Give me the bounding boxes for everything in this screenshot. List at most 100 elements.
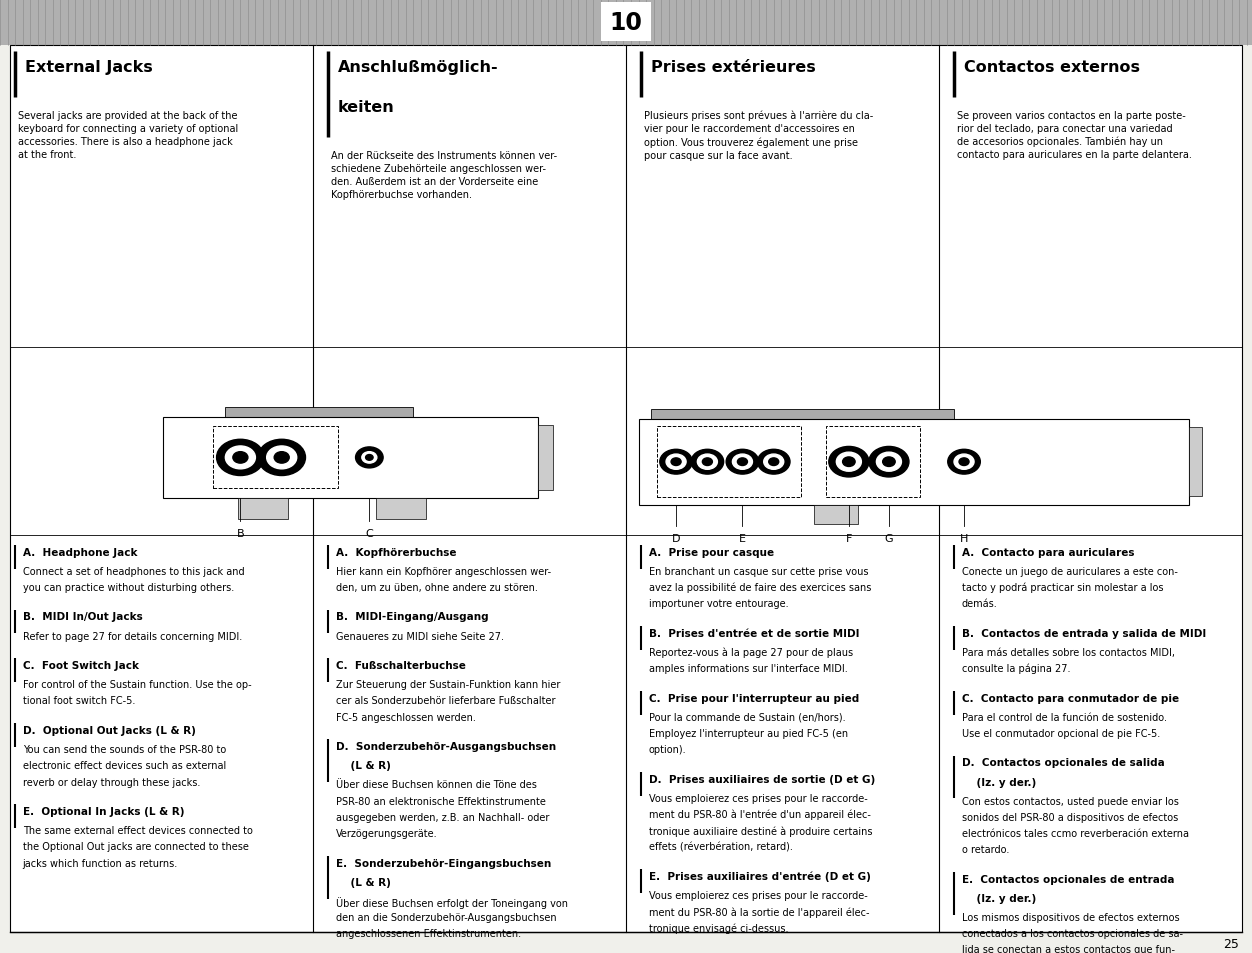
Text: ment du PSR-80 à l'entrée d'un appareil élec-: ment du PSR-80 à l'entrée d'un appareil … <box>649 809 870 820</box>
Text: (Iz. y der.): (Iz. y der.) <box>962 893 1035 902</box>
Text: B.  Prises d'entrée et de sortie MIDI: B. Prises d'entrée et de sortie MIDI <box>649 628 859 638</box>
Text: conectados a los contactos opcionales de sa-: conectados a los contactos opcionales de… <box>962 928 1183 938</box>
Text: amples informations sur l'interface MIDI.: amples informations sur l'interface MIDI… <box>649 663 848 673</box>
Text: A.  Headphone Jack: A. Headphone Jack <box>23 547 136 557</box>
Text: Über diese Buchsen können die Töne des: Über diese Buchsen können die Töne des <box>336 780 536 789</box>
Text: demás.: demás. <box>962 598 998 608</box>
Circle shape <box>702 458 712 466</box>
Text: A.  Prise pour casque: A. Prise pour casque <box>649 547 774 557</box>
Text: Refer to page 27 for details concerning MIDI.: Refer to page 27 for details concerning … <box>23 631 242 640</box>
Text: Anschlußmöglich-: Anschlußmöglich- <box>338 60 498 75</box>
Text: tronique auxiliaire destiné à produire certains: tronique auxiliaire destiné à produire c… <box>649 825 873 836</box>
Circle shape <box>829 447 869 477</box>
Text: A.  Kopfhörerbuchse: A. Kopfhörerbuchse <box>336 547 456 557</box>
Bar <box>538 425 553 490</box>
Text: electronic effect devices such as external: electronic effect devices such as extern… <box>23 760 225 770</box>
Text: An der Rückseite des Instruments können ver-
schiedene Zubehörteile angeschlosse: An der Rückseite des Instruments können … <box>331 151 557 199</box>
Text: electrónicos tales ccmo reverberación externa: electrónicos tales ccmo reverberación ex… <box>962 828 1188 838</box>
Text: E.  Sonderzubehör-Eingangsbuchsen: E. Sonderzubehör-Eingangsbuchsen <box>336 858 551 867</box>
Text: cer als Sonderzubehör lieferbare Fußschalter: cer als Sonderzubehör lieferbare Fußscha… <box>336 696 555 705</box>
Circle shape <box>769 458 779 466</box>
Circle shape <box>883 457 895 467</box>
Circle shape <box>217 439 264 476</box>
Bar <box>814 505 858 524</box>
Text: Über diese Buchsen erfolgt der Toneingang von: Über diese Buchsen erfolgt der Toneingan… <box>336 896 567 907</box>
Circle shape <box>267 446 297 469</box>
Text: The same external effect devices connected to: The same external effect devices connect… <box>23 825 253 835</box>
Text: avez la possibilité de faire des exercices sans: avez la possibilité de faire des exercic… <box>649 582 871 593</box>
Bar <box>213 427 338 489</box>
Text: Conecte un juego de auriculares a este con-: Conecte un juego de auriculares a este c… <box>962 566 1177 576</box>
Text: E: E <box>739 534 746 543</box>
Text: keiten: keiten <box>338 100 394 115</box>
Bar <box>238 498 288 519</box>
Circle shape <box>362 452 377 463</box>
Bar <box>639 419 1189 505</box>
Text: angeschlossenen Effektinstrumenten.: angeschlossenen Effektinstrumenten. <box>336 928 521 938</box>
Text: Reportez-vous à la page 27 pour de plaus: Reportez-vous à la page 27 pour de plaus <box>649 647 853 658</box>
Text: Plusieurs prises sont prévues à l'arrière du cla-
vier pour le raccordement d'ac: Plusieurs prises sont prévues à l'arrièr… <box>644 111 873 161</box>
Text: Con estos contactos, usted puede enviar los: Con estos contactos, usted puede enviar … <box>962 796 1178 805</box>
Text: Verzögerungsgeräte.: Verzögerungsgeräte. <box>336 828 437 838</box>
Text: Prises extérieures: Prises extérieures <box>651 60 816 75</box>
Text: C: C <box>366 529 373 538</box>
Text: Hier kann ein Kopfhörer angeschlossen wer-: Hier kann ein Kopfhörer angeschlossen we… <box>336 566 551 576</box>
Text: A.  Contacto para auriculares: A. Contacto para auriculares <box>962 547 1134 557</box>
Circle shape <box>691 450 724 475</box>
Circle shape <box>959 458 969 466</box>
Text: F: F <box>845 534 853 543</box>
Text: C.  Foot Switch Jack: C. Foot Switch Jack <box>23 660 139 670</box>
Bar <box>376 498 426 519</box>
Text: Several jacks are provided at the back of the
keyboard for connecting a variety : Several jacks are provided at the back o… <box>18 111 238 159</box>
Text: D.  Optional Out Jacks (L & R): D. Optional Out Jacks (L & R) <box>23 725 195 735</box>
Text: E.  Prises auxiliaires d'entrée (D et G): E. Prises auxiliaires d'entrée (D et G) <box>649 871 870 882</box>
Circle shape <box>876 453 901 472</box>
Circle shape <box>258 439 305 476</box>
Circle shape <box>671 458 681 466</box>
Text: D.  Contactos opcionales de salida: D. Contactos opcionales de salida <box>962 758 1164 767</box>
Circle shape <box>666 455 686 470</box>
Circle shape <box>843 457 855 467</box>
Text: den, um zu üben, ohne andere zu stören.: den, um zu üben, ohne andere zu stören. <box>336 582 537 592</box>
Text: Para el control de la función de sostenido.: Para el control de la función de sosteni… <box>962 712 1167 721</box>
Text: Use el conmutador opcional de pie FC-5.: Use el conmutador opcional de pie FC-5. <box>962 728 1159 738</box>
Circle shape <box>764 455 784 470</box>
Text: Pour la commande de Sustain (en/hors).: Pour la commande de Sustain (en/hors). <box>649 712 845 721</box>
Text: PSR-80 an elektronische Effektinstrumente: PSR-80 an elektronische Effektinstrument… <box>336 796 546 805</box>
Circle shape <box>948 450 980 475</box>
Text: Vous emploierez ces prises pour le raccorde-: Vous emploierez ces prises pour le racco… <box>649 793 868 802</box>
Circle shape <box>660 450 692 475</box>
Circle shape <box>869 447 909 477</box>
Text: tacto y podrá practicar sin molestar a los: tacto y podrá practicar sin molestar a l… <box>962 582 1163 593</box>
Text: H: H <box>960 534 968 543</box>
Bar <box>0 0 1252 46</box>
Bar <box>651 410 954 419</box>
Text: Los mismos dispositivos de efectos externos: Los mismos dispositivos de efectos exter… <box>962 912 1179 922</box>
Text: 25: 25 <box>1223 937 1239 950</box>
Text: ment du PSR-80 à la sortie de l'appareil élec-: ment du PSR-80 à la sortie de l'appareil… <box>649 906 869 917</box>
Text: ausgegeben werden, z.B. an Nachhall- oder: ausgegeben werden, z.B. an Nachhall- ode… <box>336 812 548 821</box>
Text: the Optional Out jacks are connected to these: the Optional Out jacks are connected to … <box>23 841 248 851</box>
Circle shape <box>726 450 759 475</box>
Text: B: B <box>237 529 244 538</box>
Bar <box>225 408 413 417</box>
Text: (Iz. y der.): (Iz. y der.) <box>962 777 1035 786</box>
Bar <box>1189 428 1202 497</box>
Circle shape <box>836 453 861 472</box>
Text: option).: option). <box>649 744 686 754</box>
Text: consulte la página 27.: consulte la página 27. <box>962 663 1070 674</box>
Circle shape <box>233 452 248 463</box>
Text: C.  Fußschalterbuchse: C. Fußschalterbuchse <box>336 660 466 670</box>
Text: lida se conectan a estos contactos que fun-: lida se conectan a estos contactos que f… <box>962 944 1174 953</box>
Circle shape <box>737 458 747 466</box>
Text: D.  Prises auxiliaires de sortie (D et G): D. Prises auxiliaires de sortie (D et G) <box>649 774 875 783</box>
Text: D.  Sonderzubehör-Ausgangsbuchsen: D. Sonderzubehör-Ausgangsbuchsen <box>336 741 556 751</box>
Text: C.  Contacto para conmutador de pie: C. Contacto para conmutador de pie <box>962 693 1178 702</box>
Text: G: G <box>885 534 893 543</box>
Bar <box>826 427 920 497</box>
Circle shape <box>274 452 289 463</box>
Bar <box>163 417 538 498</box>
Text: You can send the sounds of the PSR-80 to: You can send the sounds of the PSR-80 to <box>23 744 225 754</box>
Text: reverb or delay through these jacks.: reverb or delay through these jacks. <box>23 777 200 786</box>
Text: sonidos del PSR-80 a dispositivos de efectos: sonidos del PSR-80 a dispositivos de efe… <box>962 812 1178 821</box>
